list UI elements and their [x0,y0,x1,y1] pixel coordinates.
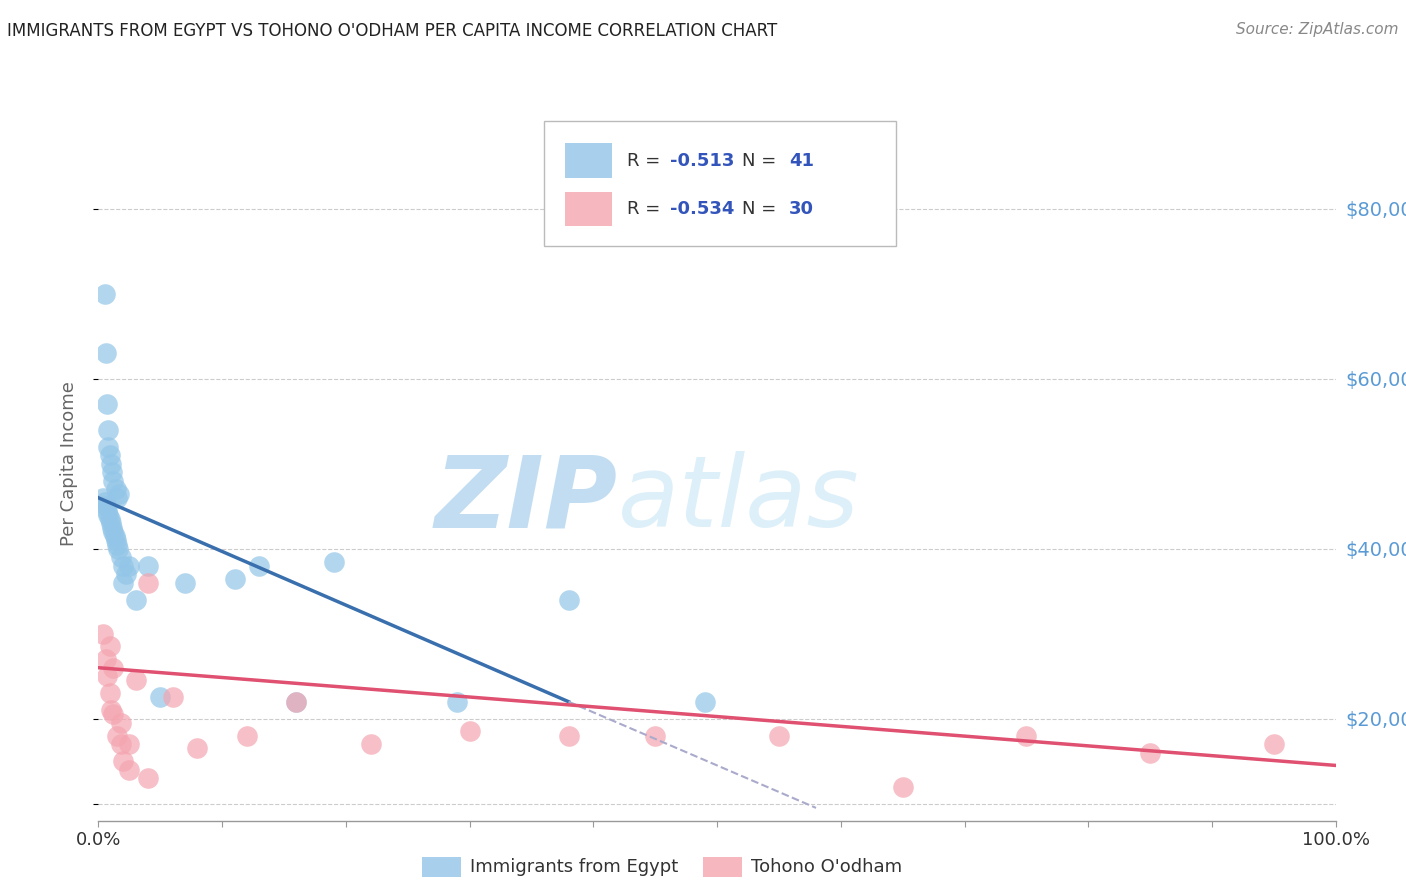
Point [101,520,124,534]
Point [124,592,146,607]
Text: atlas: atlas [619,451,859,548]
Point [322,555,344,569]
Point [1263,737,1285,751]
Point [94,346,117,360]
Text: Immigrants from Egypt: Immigrants from Egypt [470,858,678,876]
Point [112,575,135,590]
Bar [565,192,612,227]
Point [104,483,127,497]
Point [110,715,132,730]
Point [118,763,141,777]
Text: 41: 41 [789,152,814,169]
Text: 30: 30 [789,200,814,218]
Point [247,558,270,573]
Point [108,486,131,500]
Text: R =: R = [627,152,665,169]
Point [98,512,121,526]
Point [103,661,125,675]
Point [100,703,122,717]
Point [136,771,159,785]
Point [93,626,115,640]
Point [118,558,141,573]
Point [136,575,159,590]
Point [458,724,481,739]
Point [107,541,129,556]
Point [110,737,132,751]
Point [136,558,159,573]
Point [174,575,197,590]
Point [162,690,184,705]
Y-axis label: Per Capita Income: Per Capita Income [59,382,77,546]
Point [114,567,136,582]
Text: Tohono O'odham: Tohono O'odham [751,858,901,876]
Point [104,533,127,548]
Point [768,729,790,743]
Point [110,550,132,565]
Point [103,707,125,722]
Point [236,729,259,743]
Text: N =: N = [742,200,782,218]
Point [96,669,118,683]
Text: N =: N = [742,152,782,169]
FancyBboxPatch shape [544,121,897,246]
Point [1015,729,1038,743]
Point [224,572,246,586]
Point [446,695,468,709]
Point [105,537,128,551]
Point [97,440,120,454]
Point [94,652,117,666]
Point [105,729,128,743]
Point [98,686,121,700]
Point [103,529,125,543]
Point [94,500,117,514]
Point [93,491,115,505]
Text: R =: R = [627,200,665,218]
Point [98,448,121,462]
Point [100,457,122,471]
Point [186,741,208,756]
Text: -0.513: -0.513 [671,152,734,169]
Point [100,516,122,531]
Point [93,495,115,509]
Point [557,592,579,607]
Point [96,503,118,517]
Text: IMMIGRANTS FROM EGYPT VS TOHONO O'ODHAM PER CAPITA INCOME CORRELATION CHART: IMMIGRANTS FROM EGYPT VS TOHONO O'ODHAM … [7,22,778,40]
Point [93,287,115,301]
Point [644,729,666,743]
Point [285,695,308,709]
Point [693,695,716,709]
Point [101,466,124,480]
Point [97,423,120,437]
Point [360,737,382,751]
Point [557,729,579,743]
Text: -0.534: -0.534 [671,200,734,218]
Point [103,524,125,539]
Point [112,558,135,573]
Point [96,397,118,411]
Point [112,754,135,768]
Text: ZIP: ZIP [434,451,619,548]
Text: Source: ZipAtlas.com: Source: ZipAtlas.com [1236,22,1399,37]
Point [103,474,125,488]
Point [124,673,146,688]
Point [105,491,128,505]
Point [97,508,120,522]
Point [98,640,121,654]
Point [149,690,172,705]
Point [891,780,914,794]
Point [285,695,308,709]
Point [118,737,141,751]
Point [1139,746,1161,760]
Bar [565,144,612,178]
